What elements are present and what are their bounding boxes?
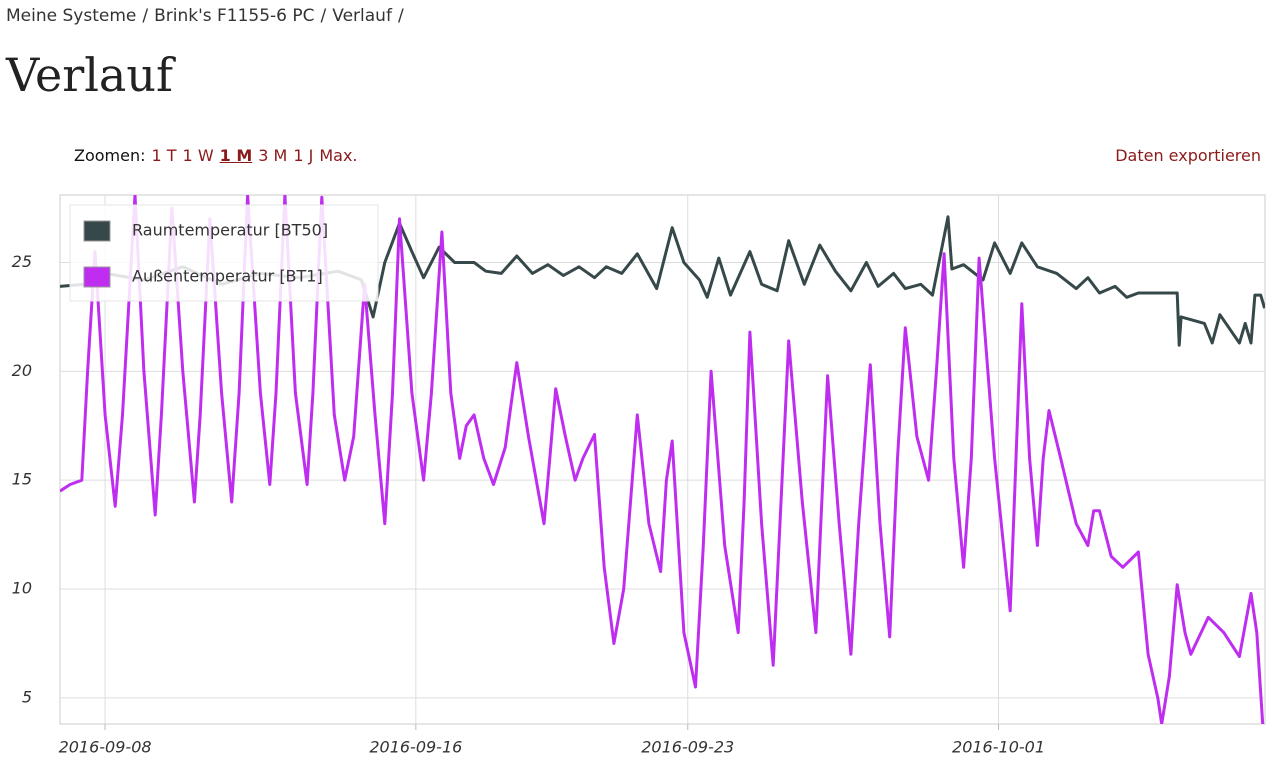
- zoom-option[interactable]: 1 M: [219, 146, 253, 165]
- plot-lines: [60, 195, 1265, 724]
- zoom-option[interactable]: Max.: [319, 146, 358, 165]
- legend-swatch: [83, 266, 111, 288]
- y-tick-label: 20: [12, 361, 32, 380]
- breadcrumb-separator: /: [320, 6, 327, 26]
- zoom-label: Zoomen:: [74, 146, 146, 165]
- export-link[interactable]: Daten exportieren: [1115, 146, 1261, 165]
- legend-swatch: [83, 220, 111, 242]
- y-tick-label: 25: [12, 252, 32, 271]
- legend-label: Raumtemperatur [BT50]: [132, 221, 328, 240]
- heading: Verlauf: [6, 48, 173, 102]
- data-line: [60, 215, 1265, 347]
- data-line: [60, 195, 1265, 724]
- y-tick-label: 5: [22, 687, 32, 706]
- breadcrumb-separator: /: [397, 6, 404, 26]
- y-tick-label: 15: [12, 470, 32, 489]
- zoom-option[interactable]: 1 W: [182, 146, 214, 165]
- breadcrumb-item[interactable]: Brink's F1155-6 PC: [154, 6, 315, 26]
- zoom-option[interactable]: 1 J: [293, 146, 314, 165]
- breadcrumb-separator: /: [142, 6, 149, 26]
- breadcrumb-item[interactable]: Meine Systeme: [6, 6, 137, 26]
- zoom-option[interactable]: 1 T: [151, 146, 177, 165]
- x-tick-label: 2016-10-01: [952, 738, 1045, 757]
- x-tick-label: 2016-09-08: [59, 738, 152, 757]
- breadcrumb-item[interactable]: Verlauf: [332, 6, 392, 26]
- zoom-option[interactable]: 3 M: [258, 146, 288, 165]
- x-tick-label: 2016-09-16: [369, 738, 462, 757]
- legend: Raumtemperatur [BT50] Außentemperatur [BT…: [69, 204, 379, 302]
- legend-label: Außentemperatur [BT1]: [132, 267, 323, 286]
- zoom-bar: Zoomen: 1 T 1 W 1 M 3 M 1 J Max.: [74, 146, 364, 165]
- x-tick-label: 2016-09-23: [641, 738, 734, 757]
- breadcrumb: Meine Systeme / Brink's F1155-6 PC / Verlauf…: [6, 6, 410, 26]
- y-tick-label: 10: [12, 579, 32, 598]
- legend-box: [69, 204, 379, 302]
